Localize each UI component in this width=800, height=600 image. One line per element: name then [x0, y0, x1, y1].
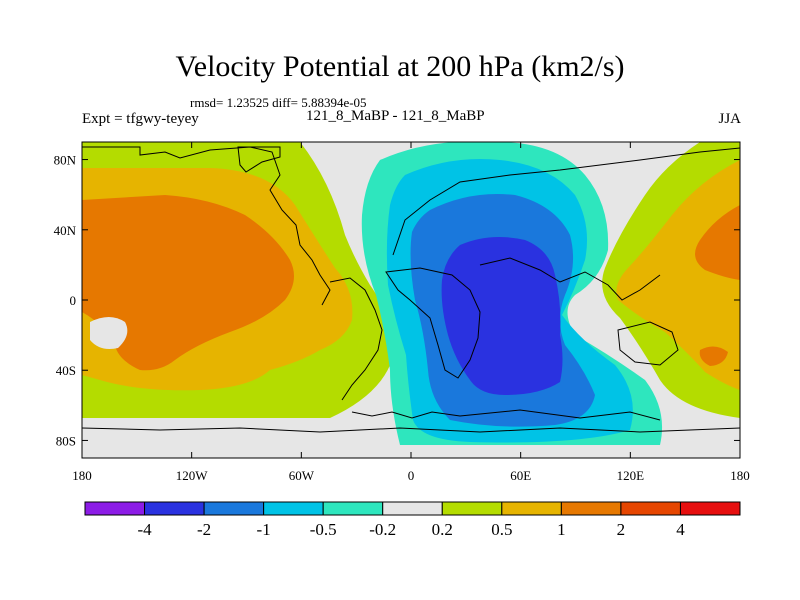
x-tick-label: 180 [730, 468, 750, 483]
colorbar-swatch [382, 501, 443, 516]
colorbar-label: -1 [257, 520, 271, 539]
contour-fill [82, 142, 740, 445]
contour-east-0-5 [616, 160, 740, 390]
x-tick-label: 120E [617, 468, 645, 483]
x-tick-label: 0 [408, 468, 415, 483]
axis-ticks: 180 120W 60W 0 60E 120E 180 80N 40N 0 40S 80S [54, 142, 750, 483]
coast-greenland [237, 146, 281, 173]
colorbar-label: -4 [137, 520, 152, 539]
contour-pos-1 [82, 195, 294, 371]
colorbar-swatch [501, 501, 562, 516]
colorbar-label: 4 [676, 520, 685, 539]
colorbar-swatch [679, 501, 741, 516]
coast-north-america [82, 146, 331, 306]
contour-east-1b [699, 346, 728, 366]
y-tick-label: 80N [54, 153, 77, 168]
colorbar-label: 0.2 [432, 520, 453, 539]
colorbar-label: 0.5 [491, 520, 512, 539]
colorbar-swatch [620, 501, 681, 516]
coast-antarctica [82, 427, 740, 433]
x-tick-label: 60W [289, 468, 315, 483]
y-tick-label: 40N [54, 223, 77, 238]
colorbar-label: 1 [557, 520, 566, 539]
case-label: 121_8_MaBP - 121_8_MaBP [306, 108, 485, 124]
y-tick-label: 80S [56, 433, 76, 448]
colorbar-label: -0.5 [310, 520, 337, 539]
experiment-label: Expt = tfgwy-teyey [82, 111, 199, 127]
contour-gap-southwest [90, 317, 128, 349]
colorbar-swatch [144, 501, 205, 516]
coastlines [82, 146, 740, 433]
colorbar-swatch [84, 501, 146, 516]
colorbar-label: -2 [197, 520, 211, 539]
colorbar-label: 2 [617, 520, 626, 539]
coast-antarctic-shelf [351, 409, 661, 421]
colorbar-label: -0.2 [369, 520, 396, 539]
y-tick-label: 40S [56, 363, 76, 378]
coast-africa [385, 267, 481, 379]
colorbar-swatch [203, 501, 265, 516]
y-tick-label: 0 [70, 293, 77, 308]
coast-eurasia [392, 147, 740, 256]
coast-south-america [329, 277, 383, 401]
colorbar-swatch [263, 501, 324, 516]
season-label: JJA [718, 111, 741, 127]
colorbar: -4 -2 -1 -0.5 -0.2 0.2 0.5 1 2 4 [84, 501, 741, 539]
x-tick-label: 60E [510, 468, 531, 483]
colorbar-swatch [441, 501, 503, 516]
x-tick-label: 120W [176, 468, 209, 483]
contour-east-1 [695, 205, 740, 280]
coast-australia [617, 321, 679, 366]
plot-title: Velocity Potential at 200 hPa (km2/s) [175, 50, 625, 83]
stats-subtitle: rmsd= 1.23525 diff= 5.88394e-05 [190, 95, 367, 110]
colorbar-swatch [560, 501, 622, 516]
coast-eurasia-south [479, 257, 661, 301]
colorbar-swatch [322, 501, 384, 516]
x-tick-label: 180 [72, 468, 92, 483]
